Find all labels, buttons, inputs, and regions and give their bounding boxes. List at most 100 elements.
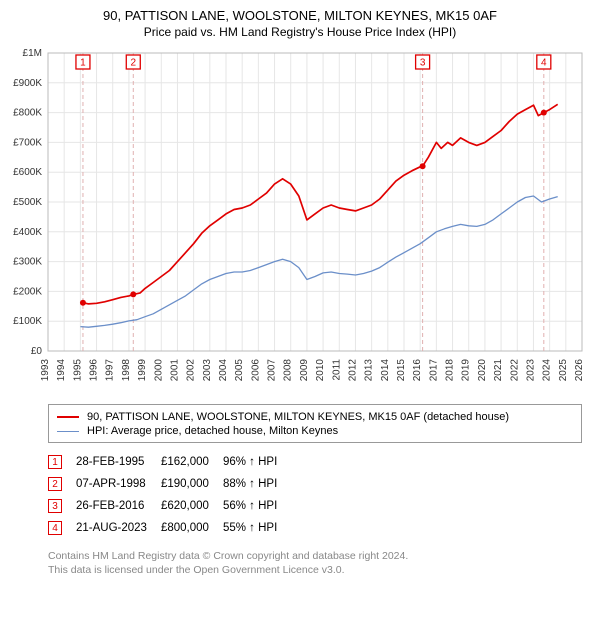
svg-text:£1M: £1M xyxy=(23,48,42,59)
tx-price: £620,000 xyxy=(161,500,209,512)
tx-suffix: HPI xyxy=(258,456,277,468)
svg-text:£800K: £800K xyxy=(13,108,42,119)
svg-text:4: 4 xyxy=(541,58,547,69)
tx-date-cell: 07-APR-1998 xyxy=(76,473,161,495)
title-main: 90, PATTISON LANE, WOOLSTONE, MILTON KEY… xyxy=(10,8,590,23)
svg-text:£200K: £200K xyxy=(13,286,42,297)
svg-text:2023: 2023 xyxy=(525,359,536,382)
svg-text:1997: 1997 xyxy=(105,359,116,382)
chart-svg: £0 £100K £200K £300K £400K £500K £600K £700K £80… xyxy=(0,43,600,398)
tx-date: 28-FEB-1995 xyxy=(76,456,144,468)
tx-pct-cell: 55% ↑ HPI xyxy=(223,517,291,539)
svg-text:2015: 2015 xyxy=(396,359,407,382)
svg-text:2011: 2011 xyxy=(331,359,342,381)
svg-text:1996: 1996 xyxy=(89,359,100,382)
svg-text:2008: 2008 xyxy=(283,359,294,382)
tx-pct: 56% xyxy=(223,500,246,512)
svg-text:2021: 2021 xyxy=(493,359,504,382)
svg-text:£100K: £100K xyxy=(13,316,42,327)
svg-text:2026: 2026 xyxy=(574,359,585,382)
tx-marker-cell: 1 xyxy=(48,451,76,473)
table-row: 3 26-FEB-2016 £620,000 56% ↑ HPI xyxy=(48,495,291,517)
legend-row: 90, PATTISON LANE, WOOLSTONE, MILTON KEY… xyxy=(57,410,573,424)
svg-text:2018: 2018 xyxy=(445,359,456,382)
svg-text:2016: 2016 xyxy=(412,359,423,382)
svg-text:2025: 2025 xyxy=(558,359,569,382)
chart-titles: 90, PATTISON LANE, WOOLSTONE, MILTON KEY… xyxy=(0,0,600,43)
svg-text:2010: 2010 xyxy=(315,359,326,382)
tx-date: 26-FEB-2016 xyxy=(76,500,144,512)
tx-pct: 96% xyxy=(223,456,246,468)
svg-text:2020: 2020 xyxy=(477,359,488,382)
svg-text:2000: 2000 xyxy=(153,359,164,382)
legend-label: 90, PATTISON LANE, WOOLSTONE, MILTON KEY… xyxy=(87,411,509,423)
tx-price-cell: £162,000 xyxy=(161,451,223,473)
tx-date: 07-APR-1998 xyxy=(76,478,146,490)
svg-text:2003: 2003 xyxy=(202,359,213,382)
svg-text:2: 2 xyxy=(130,58,136,69)
svg-text:2001: 2001 xyxy=(169,359,180,382)
page-root: 90, PATTISON LANE, WOOLSTONE, MILTON KEY… xyxy=(0,0,600,577)
title-sub: Price paid vs. HM Land Registry's House … xyxy=(10,25,590,39)
svg-text:2009: 2009 xyxy=(299,359,310,382)
tx-price-cell: £190,000 xyxy=(161,473,223,495)
svg-text:1994: 1994 xyxy=(56,359,67,382)
svg-text:£900K: £900K xyxy=(13,78,42,89)
arrow-up-icon: ↑ xyxy=(249,500,255,512)
tx-date-cell: 28-FEB-1995 xyxy=(76,451,161,473)
svg-text:£600K: £600K xyxy=(13,167,42,178)
tx-pct-cell: 56% ↑ HPI xyxy=(223,495,291,517)
svg-text:2014: 2014 xyxy=(380,359,391,382)
attribution-line2: This data is licensed under the Open Gov… xyxy=(48,563,582,577)
arrow-up-icon: ↑ xyxy=(249,478,255,490)
svg-text:3: 3 xyxy=(420,58,426,69)
svg-text:£0: £0 xyxy=(31,346,43,357)
table-row: 1 28-FEB-1995 £162,000 96% ↑ HPI xyxy=(48,451,291,473)
tx-suffix: HPI xyxy=(258,500,277,512)
tx-pct-cell: 88% ↑ HPI xyxy=(223,473,291,495)
tx-marker: 1 xyxy=(48,455,62,469)
arrow-up-icon: ↑ xyxy=(249,522,255,534)
svg-text:£300K: £300K xyxy=(13,257,42,268)
table-row: 2 07-APR-1998 £190,00088% ↑ HPI xyxy=(48,473,291,495)
tx-price-cell: £800,000 xyxy=(161,517,223,539)
svg-text:2002: 2002 xyxy=(186,359,197,382)
tx-price: £162,000 xyxy=(161,456,209,468)
tx-date-cell: 26-FEB-2016 xyxy=(76,495,161,517)
svg-text:2012: 2012 xyxy=(347,359,358,382)
svg-text:1998: 1998 xyxy=(121,359,132,382)
legend-row: HPI: Average price, detached house, Milt… xyxy=(57,424,573,438)
svg-text:£500K: £500K xyxy=(13,197,42,208)
svg-text:1995: 1995 xyxy=(72,359,83,382)
tx-date: 21-AUG-2023 xyxy=(76,522,147,534)
svg-text:2013: 2013 xyxy=(364,359,375,382)
tx-marker: 3 xyxy=(48,499,62,513)
tx-marker-cell: 2 xyxy=(48,473,76,495)
svg-text:2006: 2006 xyxy=(250,359,261,382)
tx-price-cell: £620,000 xyxy=(161,495,223,517)
svg-text:2017: 2017 xyxy=(428,359,439,382)
svg-text:1999: 1999 xyxy=(137,359,148,382)
svg-text:2022: 2022 xyxy=(509,359,520,382)
tx-pct: 88% xyxy=(223,478,246,490)
svg-text:2004: 2004 xyxy=(218,359,229,382)
legend-label: HPI: Average price, detached house, Milt… xyxy=(87,425,338,437)
svg-text:1: 1 xyxy=(80,58,86,69)
tx-suffix: HPI xyxy=(258,478,277,490)
svg-text:£400K: £400K xyxy=(13,227,42,238)
attribution-line1: Contains HM Land Registry data © Crown c… xyxy=(48,549,582,563)
tx-date-cell: 21-AUG-2023 xyxy=(76,517,161,539)
legend-swatch xyxy=(57,431,79,432)
svg-text:1993: 1993 xyxy=(40,359,51,382)
tx-pct: 55% xyxy=(223,522,246,534)
tx-marker: 2 xyxy=(48,477,62,491)
svg-text:2005: 2005 xyxy=(234,359,245,382)
svg-text:£700K: £700K xyxy=(13,137,42,148)
tx-pct-cell: 96% ↑ HPI xyxy=(223,451,291,473)
chart-area: £0 £100K £200K £300K £400K £500K £600K £700K £80… xyxy=(0,43,600,398)
svg-text:2019: 2019 xyxy=(461,359,472,382)
svg-text:2024: 2024 xyxy=(542,359,553,382)
svg-text:2007: 2007 xyxy=(267,359,278,382)
tx-marker-cell: 4 xyxy=(48,517,76,539)
legend-swatch xyxy=(57,416,79,418)
